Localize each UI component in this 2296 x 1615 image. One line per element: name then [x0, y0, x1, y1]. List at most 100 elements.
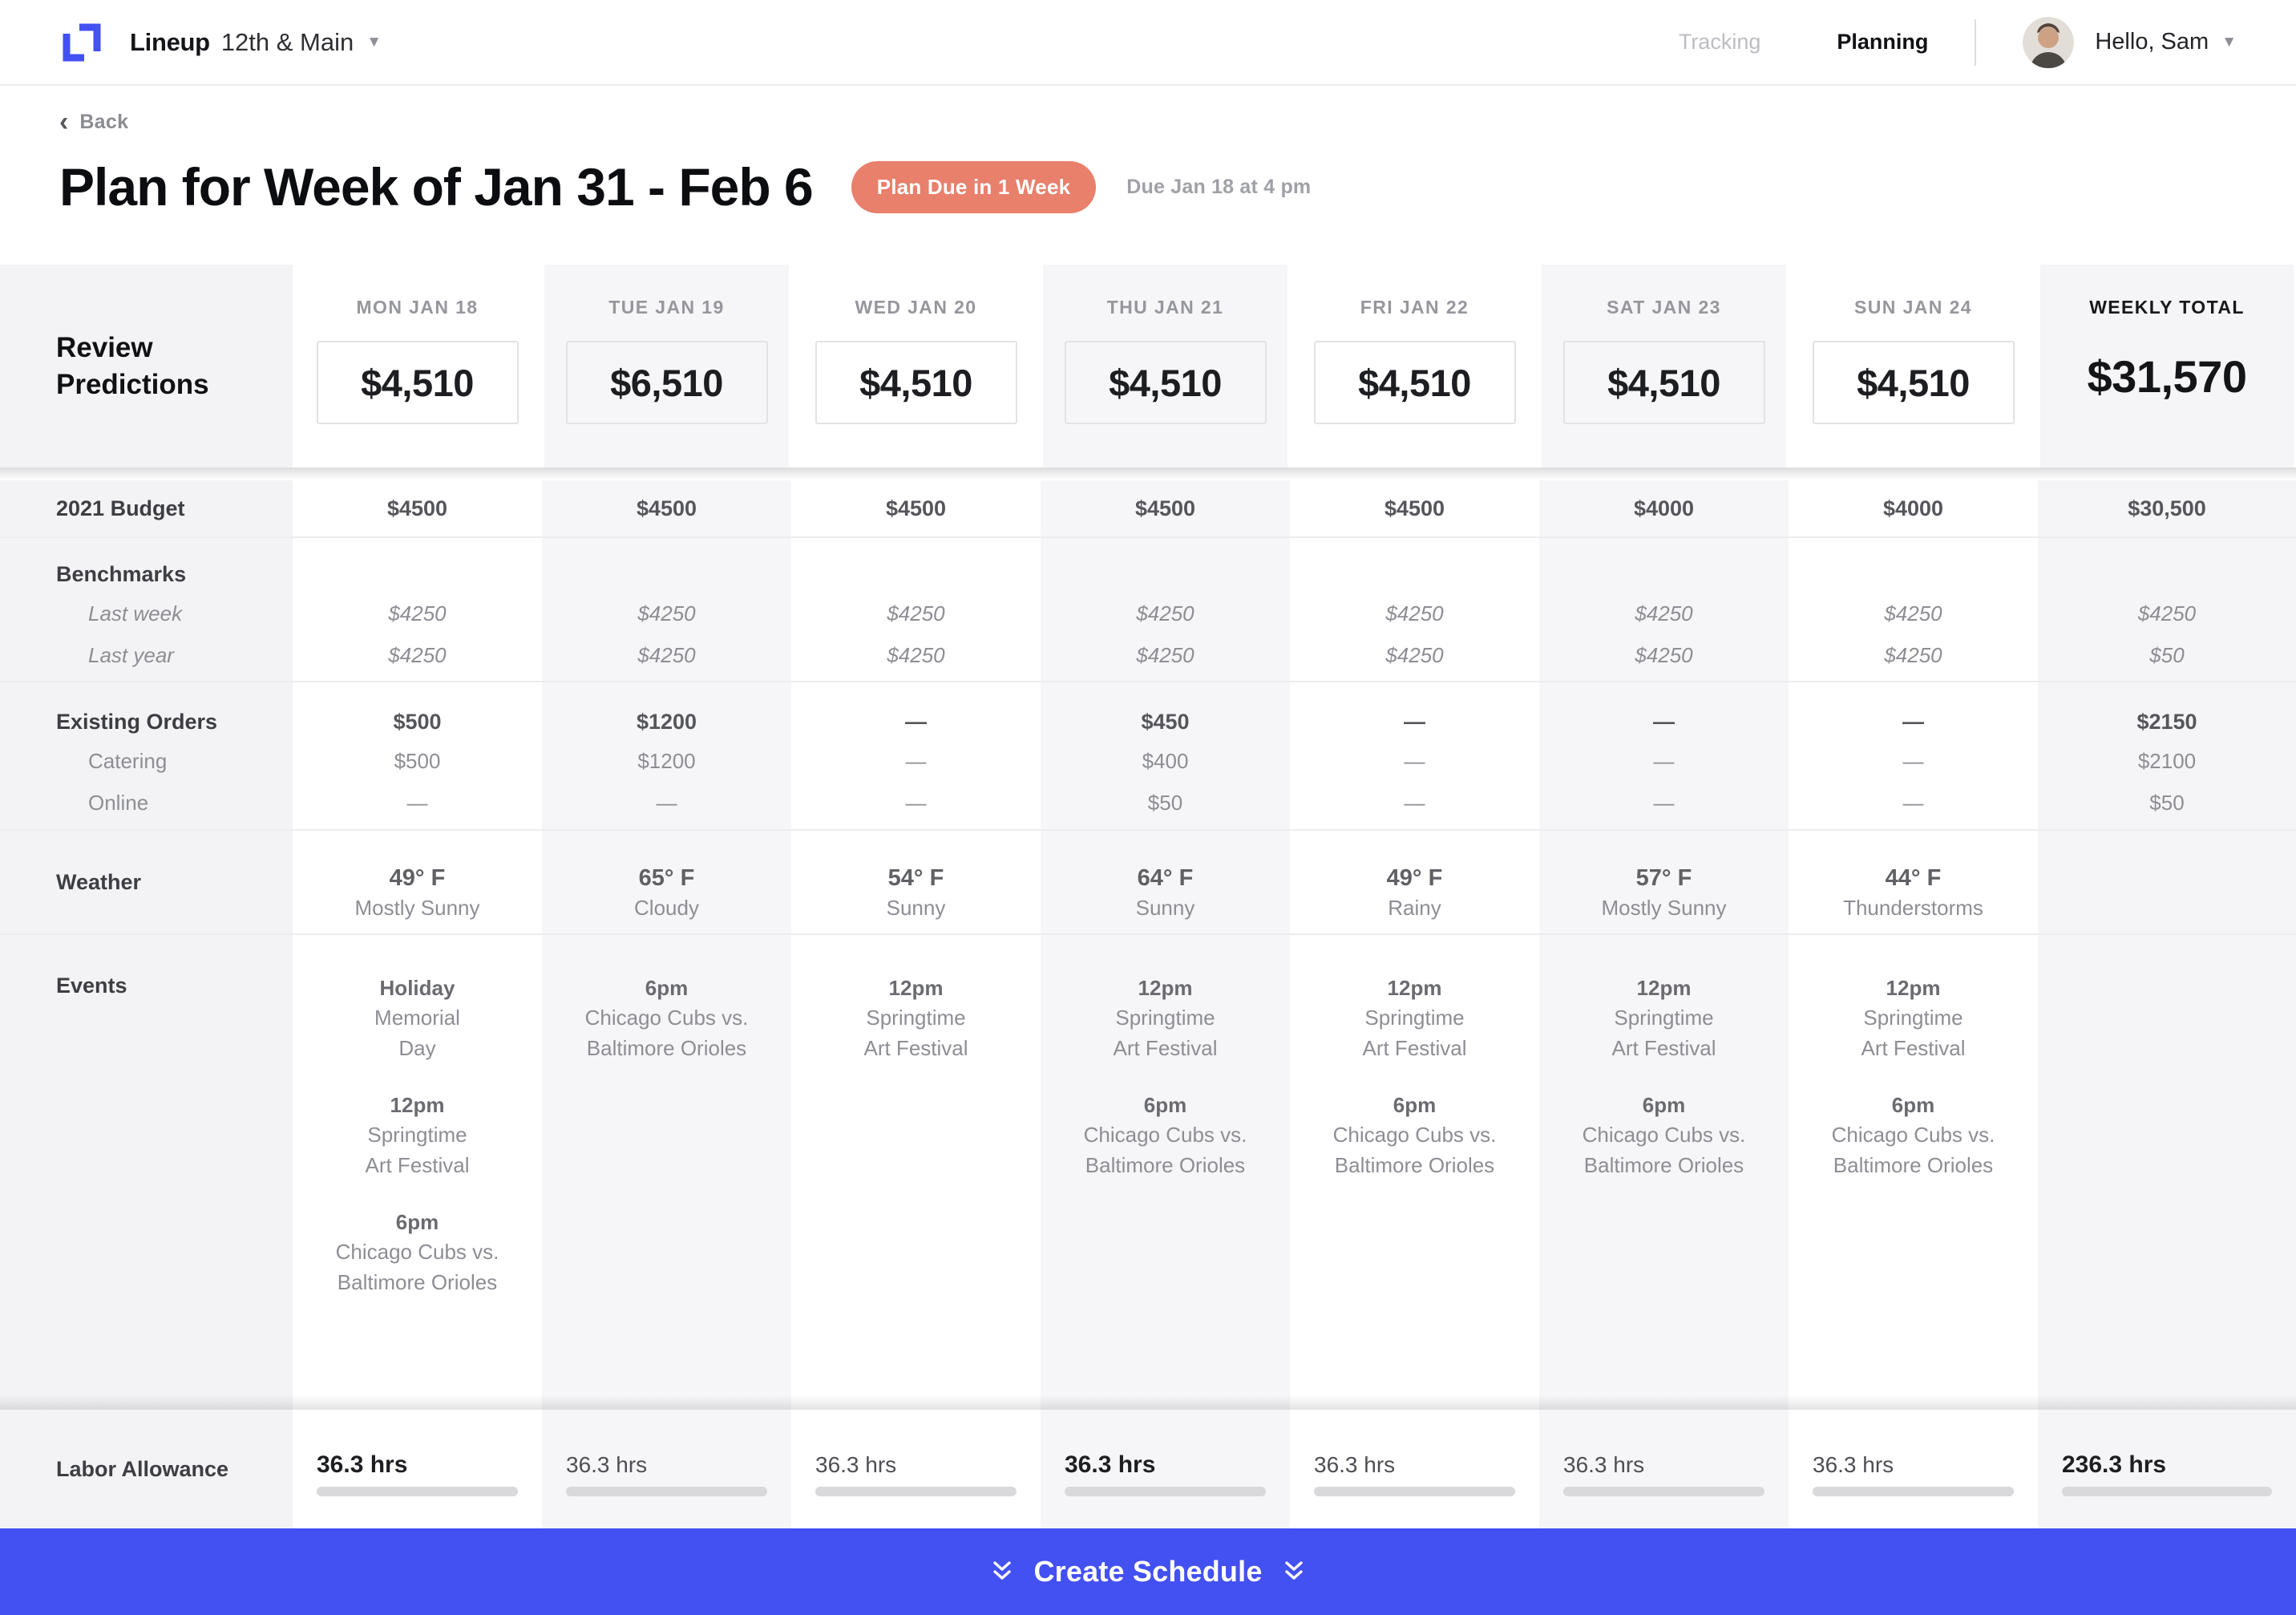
- weather-cell: 65° F Cloudy: [542, 831, 791, 933]
- labor-progress-bar: [566, 1487, 767, 1496]
- event-time: 6pm: [1143, 1092, 1187, 1117]
- events-cell: Holiday Memorial Day 12pm Springtime Art Fest…: [293, 935, 542, 1410]
- orders-value: —: [905, 709, 927, 734]
- labor-progress-bar: [815, 1487, 1017, 1496]
- labor-allowance-row: Labor Allowance 36.3 hrs 36.3 hrs 36.3 hrs…: [0, 1410, 2296, 1528]
- budget-total-cell: $30,500: [2038, 480, 2296, 536]
- prediction-input[interactable]: $4,510: [316, 341, 519, 424]
- event-entry: 12pm Springtime Art Festival: [1113, 973, 1217, 1063]
- weather-temp: 44° F: [1885, 864, 1942, 891]
- event-time: Holiday: [379, 975, 455, 1000]
- labor-cell: 36.3 hrs: [1290, 1410, 1539, 1528]
- lineup-logo-icon: [63, 23, 101, 61]
- day-column: MON JAN 18 $4,510: [293, 265, 542, 468]
- labor-hours: 36.3 hrs: [815, 1452, 897, 1477]
- labor-progress-bar: [317, 1487, 518, 1496]
- day-header: TUE JAN 19: [608, 297, 725, 318]
- event-entry: 6pm Chicago Cubs vs. Baltimore Orioles: [585, 973, 749, 1063]
- labor-progress-bar: [2062, 1487, 2272, 1496]
- catering-value: —: [1404, 748, 1425, 773]
- prediction-input[interactable]: $4,510: [1313, 341, 1516, 424]
- labor-cell: 36.3 hrs: [1041, 1410, 1290, 1528]
- labor-progress-bar: [1065, 1487, 1266, 1496]
- benchmarks-total-cell: $4250 $50: [2038, 538, 2296, 681]
- online-value: —: [1902, 790, 1924, 815]
- orders-value: $1200: [636, 709, 697, 734]
- event-entry: 6pm Chicago Cubs vs. Baltimore Orioles: [336, 1208, 499, 1297]
- location-switcher[interactable]: Lineup 12th & Main ▼: [59, 20, 382, 65]
- last-week-value: $4250: [1385, 601, 1444, 625]
- day-header: SUN JAN 24: [1854, 297, 1972, 318]
- labor-row-label: Labor Allowance: [56, 1456, 229, 1481]
- budget-cell: $4000: [1539, 480, 1789, 536]
- chevron-down-icon: ▼: [366, 33, 382, 51]
- budget-value: $4500: [1384, 496, 1445, 520]
- orders-total-cell: $2150 $2100 $50: [2038, 682, 2296, 829]
- orders-value: $2150: [2136, 709, 2197, 734]
- labor-hours: 36.3 hrs: [1314, 1452, 1396, 1477]
- weather-cell: 44° F Thunderstorms: [1789, 831, 2038, 933]
- divider: [1975, 18, 1977, 66]
- prediction-input[interactable]: $4,510: [1812, 341, 2015, 424]
- event-time: 12pm: [1387, 975, 1442, 1000]
- event-entry: 6pm Chicago Cubs vs. Baltimore Orioles: [1832, 1091, 1995, 1180]
- prediction-input[interactable]: $6,510: [565, 341, 768, 424]
- event-name: Springtime Art Festival: [365, 1123, 470, 1177]
- weather-condition: Mostly Sunny: [1601, 895, 1727, 920]
- chevron-down-icon[interactable]: ▼: [2221, 33, 2237, 51]
- last-week-label: Last week: [88, 601, 183, 625]
- last-year-value: $4250: [388, 642, 447, 667]
- weather-cell: 64° F Sunny: [1041, 831, 1290, 933]
- day-header: SAT JAN 23: [1607, 297, 1721, 318]
- labor-hours: 36.3 hrs: [566, 1452, 648, 1477]
- event-name: Springtime Art Festival: [1611, 1006, 1716, 1060]
- events-cell: 12pm Springtime Art Festival 6pm Chicago Cub…: [1290, 935, 1539, 1410]
- last-week-value: $4250: [887, 601, 945, 625]
- event-time: 12pm: [390, 1092, 445, 1117]
- event-name: Springtime Art Festival: [1113, 1006, 1218, 1060]
- prediction-input[interactable]: $4,510: [1562, 341, 1765, 424]
- weather-temp: 64° F: [1137, 864, 1194, 891]
- event-name: Springtime Art Festival: [863, 1006, 968, 1060]
- last-year-value: $4250: [1884, 642, 1942, 667]
- events-row: Events Holiday Memorial Day 12pm Springtime A…: [0, 935, 2296, 1410]
- labor-cell: 36.3 hrs: [1539, 1410, 1789, 1528]
- orders-cell: $450 $400 $50: [1041, 682, 1290, 829]
- online-value: $50: [1147, 790, 1183, 815]
- orders-cell: — — —: [791, 682, 1041, 829]
- create-schedule-button[interactable]: Create Schedule: [0, 1528, 2296, 1615]
- online-value: —: [656, 790, 677, 815]
- event-name: Memorial Day: [374, 1006, 460, 1060]
- online-value: —: [1653, 790, 1675, 815]
- day-header: MON JAN 18: [356, 297, 479, 318]
- prediction-input[interactable]: $4,510: [815, 341, 1017, 424]
- weather-temp: 57° F: [1635, 864, 1692, 891]
- event-time: 12pm: [1636, 975, 1692, 1000]
- avatar[interactable]: [2023, 16, 2075, 68]
- event-time: 6pm: [1891, 1092, 1935, 1117]
- last-year-value: $4250: [1635, 642, 1693, 667]
- day-header: THU JAN 21: [1106, 297, 1224, 318]
- weather-cell: 49° F Mostly Sunny: [293, 831, 542, 933]
- budget-value: $4500: [386, 496, 448, 520]
- last-week-value: $4250: [1136, 601, 1194, 625]
- day-column: SAT JAN 23 $4,510: [1539, 265, 1789, 468]
- back-button[interactable]: ‹ Back: [59, 108, 128, 136]
- weather-temp: 65° F: [638, 864, 695, 891]
- day-column: TUE JAN 19 $6,510: [542, 265, 791, 468]
- weather-temp: 49° F: [389, 864, 446, 891]
- labor-hours: 36.3 hrs: [1563, 1452, 1645, 1477]
- prediction-input[interactable]: $4,510: [1064, 341, 1267, 424]
- tab-planning[interactable]: Planning: [1837, 30, 1929, 54]
- user-greeting[interactable]: Hello, Sam: [2095, 29, 2209, 55]
- last-week-value: $4250: [1635, 601, 1693, 625]
- last-year-value: $4250: [1385, 642, 1444, 667]
- budget-cell: $4500: [1290, 480, 1539, 536]
- budget-row: 2021 Budget $4500 $4500 $4500 $4500 $4500 $40…: [0, 480, 2296, 538]
- page-title: Plan for Week of Jan 31 - Feb 6: [59, 157, 814, 217]
- tab-tracking[interactable]: Tracking: [1678, 30, 1761, 54]
- labor-hours: 36.3 hrs: [1813, 1452, 1894, 1477]
- budget-cell: $4500: [1041, 480, 1290, 536]
- catering-label: Catering: [88, 748, 168, 773]
